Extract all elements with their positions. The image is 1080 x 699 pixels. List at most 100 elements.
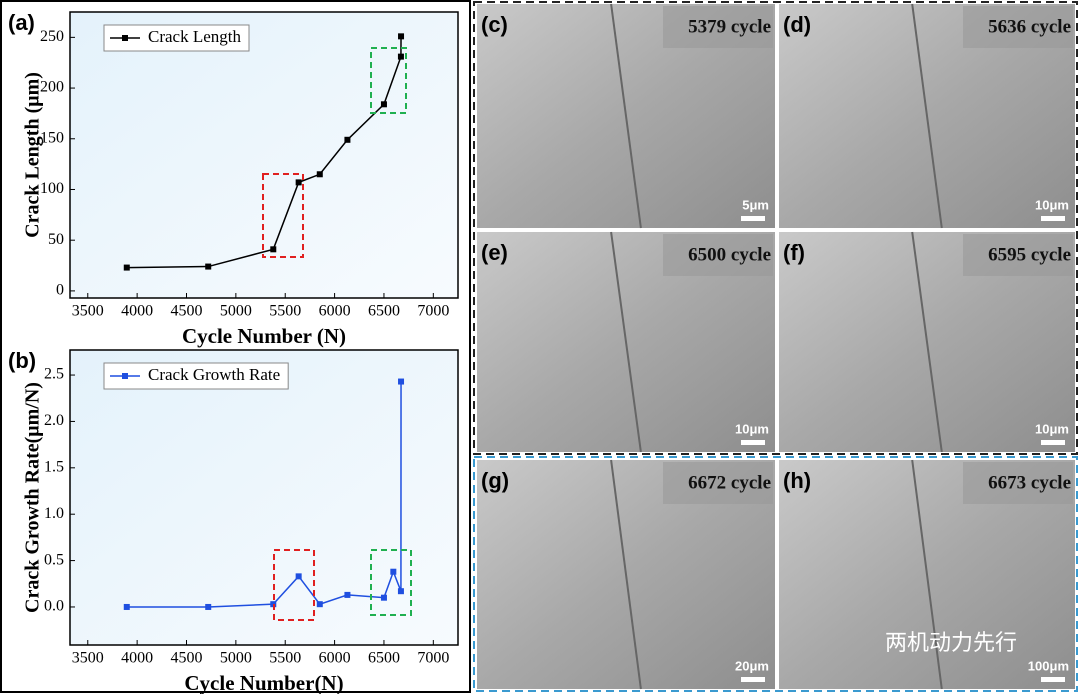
panel-label: (e)	[481, 240, 508, 265]
plot-area	[69, 11, 459, 299]
scale-label: 10μm	[1035, 197, 1069, 212]
panel-label: (a)	[8, 10, 35, 35]
panel-label: (f)	[783, 240, 805, 265]
data-point	[205, 263, 212, 270]
scale-label: 10μm	[735, 421, 769, 436]
y-axis-label: Crack Length (μm)	[22, 72, 44, 238]
data-point	[205, 603, 212, 610]
cycle-label: 6500 cycle	[688, 244, 771, 265]
sem-texture	[610, 3, 642, 229]
panel-label: (d)	[783, 12, 811, 37]
scale-bar	[1041, 216, 1065, 221]
data-point	[295, 573, 302, 580]
black-dashed-frame	[473, 1, 1078, 455]
x-tick-label: 4000	[121, 303, 153, 320]
data-point	[316, 601, 323, 608]
data-point	[295, 179, 302, 186]
cycle-bg	[663, 462, 773, 504]
panel-label: (c)	[481, 12, 508, 37]
sem-texture	[610, 459, 642, 690]
y-tick-label: 150	[40, 129, 64, 146]
highlight-box	[273, 549, 315, 621]
x-tick-label: 6000	[319, 303, 351, 320]
x-tick-label: 4500	[170, 303, 202, 320]
legend-label: Crack Growth Rate	[148, 365, 280, 384]
cycle-label: 5636 cycle	[988, 16, 1071, 37]
cycle-label: 5379 cycle	[688, 16, 771, 37]
scale-label: 10μm	[1035, 421, 1069, 436]
scale-bar	[741, 440, 765, 445]
x-tick-label: 7000	[417, 303, 449, 320]
x-axis-label: Cycle Number(N)	[184, 671, 343, 694]
cycle-bg	[963, 462, 1073, 504]
legend-label: Crack Length	[148, 27, 241, 46]
legend-marker	[122, 373, 128, 379]
x-tick-label: 5500	[269, 303, 301, 320]
data-point	[123, 603, 130, 610]
data-point	[397, 588, 404, 595]
x-tick-label: 3500	[72, 303, 104, 320]
data-point	[344, 136, 351, 143]
y-tick-label: 0.5	[44, 551, 64, 568]
panel-label: (h)	[783, 468, 811, 493]
data-point	[380, 101, 387, 108]
y-tick-label: 0	[56, 282, 64, 299]
data-point	[398, 33, 405, 40]
scale-label: 100μm	[1028, 658, 1069, 673]
left-frame	[0, 0, 471, 693]
sem-texture	[911, 3, 943, 229]
scale-bar	[1041, 440, 1065, 445]
x-tick-label: 7000	[417, 650, 449, 667]
x-tick-label: 5500	[269, 650, 301, 667]
data-point	[316, 171, 323, 178]
data-point	[398, 378, 405, 385]
sem-texture	[911, 231, 943, 453]
y-tick-label: 250	[40, 28, 64, 45]
highlight-box	[370, 549, 412, 616]
sem-texture	[610, 231, 642, 453]
x-tick-label: 6000	[319, 650, 351, 667]
x-tick-label: 5000	[220, 303, 252, 320]
x-tick-label: 6500	[368, 303, 400, 320]
sem-texture	[911, 459, 943, 690]
y-tick-label: 2.5	[44, 366, 64, 383]
watermark: 两机动力先行	[885, 631, 1017, 656]
x-tick-label: 4000	[121, 650, 153, 667]
cycle-bg	[663, 234, 773, 276]
panel-label: (b)	[8, 348, 36, 373]
y-tick-label: 2.0	[44, 412, 64, 429]
data-point	[397, 53, 404, 60]
cycle-label: 6673 cycle	[988, 472, 1071, 493]
data-point	[390, 568, 397, 575]
scale-label: 20μm	[735, 658, 769, 673]
cycle-label: 6595 cycle	[988, 244, 1071, 265]
y-tick-label: 1.5	[44, 458, 64, 475]
legend-marker	[122, 35, 128, 41]
scale-bar	[741, 216, 765, 221]
highlight-box	[262, 173, 304, 258]
data-point	[270, 246, 277, 253]
scale-bar	[1041, 677, 1065, 682]
y-tick-label: 50	[48, 231, 64, 248]
x-tick-label: 6500	[368, 650, 400, 667]
scale-label: 5μm	[742, 197, 769, 212]
blue-dashed-frame	[473, 456, 1078, 692]
scale-bar	[741, 677, 765, 682]
x-tick-label: 5000	[220, 650, 252, 667]
cycle-bg	[963, 6, 1073, 48]
panel-label: (g)	[481, 468, 509, 493]
y-tick-label: 1.0	[44, 505, 64, 522]
cycle-bg	[963, 234, 1073, 276]
data-point	[123, 264, 130, 271]
plot-area	[69, 349, 459, 646]
x-tick-label: 4500	[170, 650, 202, 667]
data-point	[380, 594, 387, 601]
y-axis-label: Crack Growth Rate(μm/N)	[22, 382, 44, 613]
cycle-bg	[663, 6, 773, 48]
y-tick-label: 200	[40, 79, 64, 96]
x-axis-label: Cycle Number (N)	[182, 324, 346, 348]
y-tick-label: 100	[40, 180, 64, 197]
series-line	[126, 381, 402, 608]
x-tick-label: 3500	[72, 650, 104, 667]
